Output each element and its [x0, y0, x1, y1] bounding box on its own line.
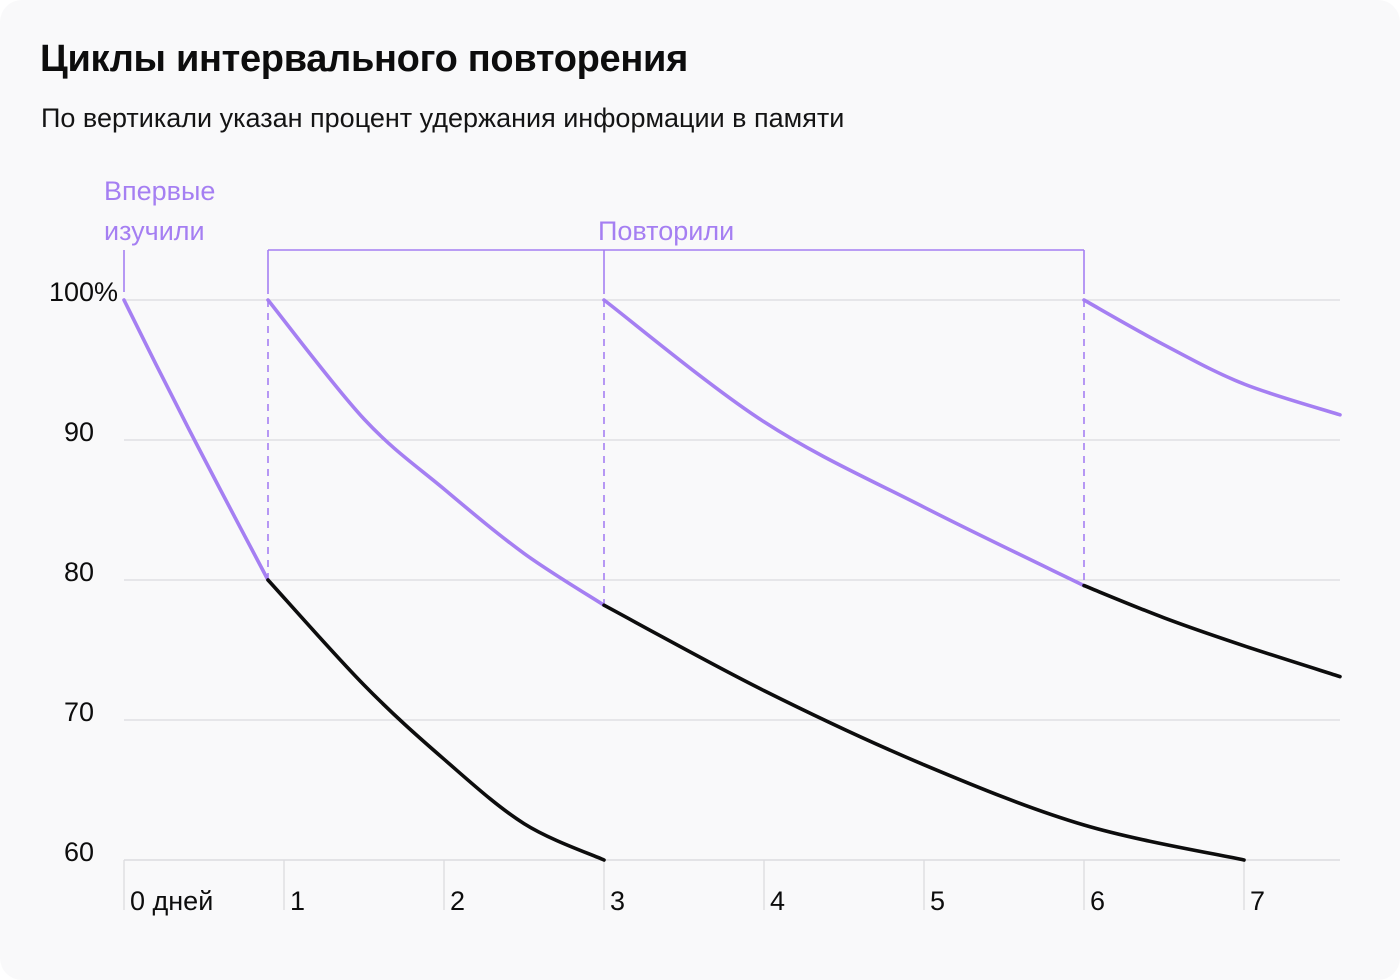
repeated-label: Повторили [598, 216, 734, 246]
y-tick-label: 80 [64, 557, 94, 587]
x-tick-label: 1 [290, 886, 305, 916]
y-tick-label: 100% [49, 277, 118, 307]
x-tick-label: 5 [930, 886, 945, 916]
forgetting-curve [266, 578, 606, 862]
review-curve [266, 298, 606, 607]
review-curve [602, 298, 1086, 588]
y-tick-label: 70 [64, 697, 94, 727]
x-tick-label: 3 [610, 886, 625, 916]
review-curve [1082, 298, 1342, 417]
forgetting-curve [602, 603, 1246, 862]
first-learned-label: Впервые [104, 176, 215, 206]
chart-title: Циклы интервального повторения [40, 38, 688, 80]
x-tick-label: 0 дней [130, 886, 213, 916]
first-learned-label: изучили [104, 216, 205, 246]
x-tick-label: 6 [1090, 886, 1105, 916]
review-curve [122, 298, 270, 582]
y-tick-label: 60 [64, 837, 94, 867]
chart-subtitle: По вертикали указан процент удержания ин… [41, 103, 845, 133]
x-tick-label: 4 [770, 886, 785, 916]
x-tick-label: 7 [1250, 886, 1265, 916]
y-tick-label: 90 [64, 417, 94, 447]
x-tick-label: 2 [450, 886, 465, 916]
forgetting-curve [1082, 583, 1342, 679]
